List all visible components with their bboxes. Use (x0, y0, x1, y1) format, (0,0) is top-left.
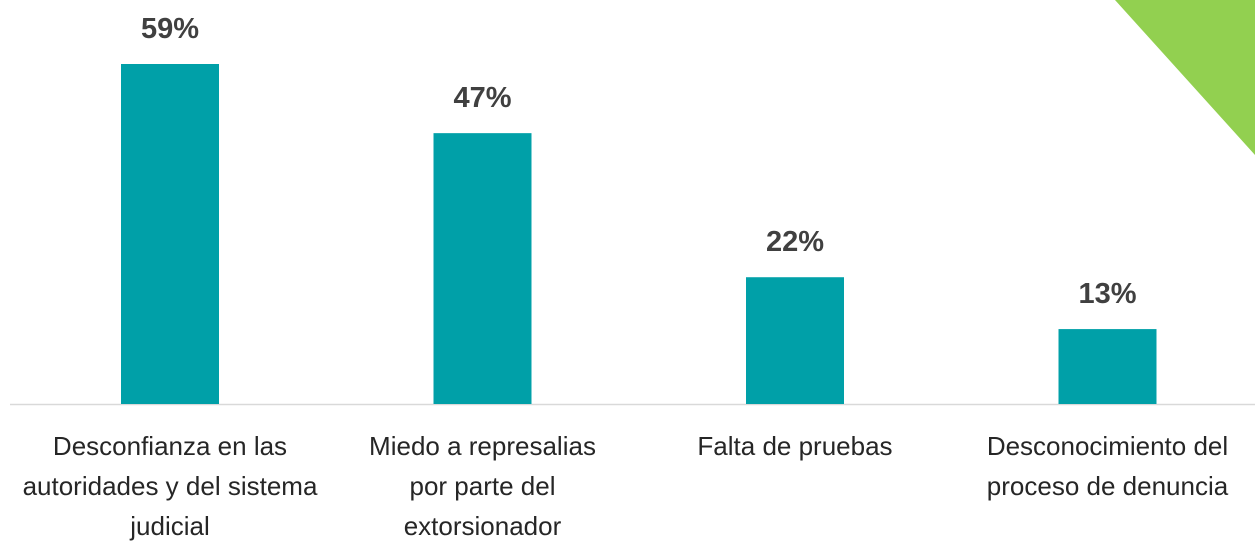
x-tick-label: Falta de pruebas (697, 431, 893, 461)
value-label: 59% (141, 13, 199, 45)
x-tick-label: Miedo a represalias por parte del extors… (369, 431, 596, 541)
value-label: 22% (766, 226, 824, 258)
x-tick-label: Desconfianza en las autoridades y del si… (22, 431, 318, 541)
value-label: 47% (453, 82, 511, 114)
value-label: 13% (1078, 278, 1136, 310)
bar (1058, 329, 1157, 404)
x-tick-label: Desconocimiento del proceso de denuncia (986, 431, 1229, 501)
bar (746, 277, 844, 404)
bar (433, 133, 532, 405)
decoration (1115, 0, 1255, 155)
bar (121, 64, 219, 404)
